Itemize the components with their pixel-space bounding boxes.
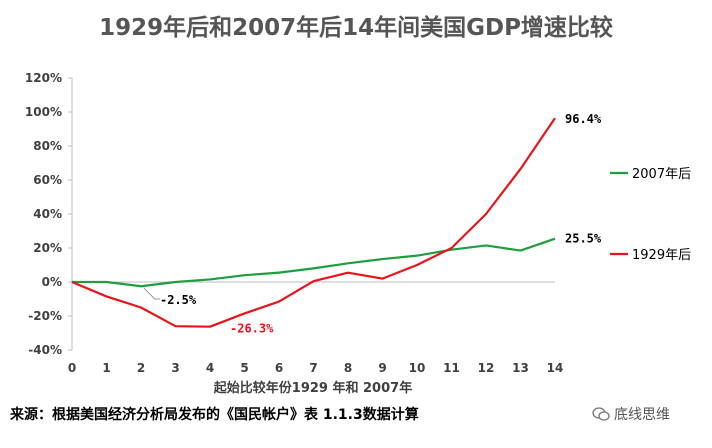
y-tick-label: 40% bbox=[33, 207, 62, 221]
x-tick-label: 2 bbox=[137, 361, 145, 375]
y-tick-label: -20% bbox=[28, 309, 62, 323]
source-note: 来源：根据美国经济分析局发布的《国民帐户》表 1.1.3数据计算 bbox=[10, 407, 419, 423]
x-tick-label: 8 bbox=[344, 361, 352, 375]
annotation-label: -2.5% bbox=[160, 293, 197, 307]
legend-label: 1929年后 bbox=[632, 248, 691, 263]
x-tick-label: 13 bbox=[512, 361, 529, 375]
x-tick-label: 12 bbox=[478, 361, 495, 375]
series-line-1 bbox=[72, 237, 556, 288]
legend-label: 2007年后 bbox=[632, 167, 691, 182]
y-tick-label: 20% bbox=[33, 241, 62, 255]
x-tick-label: 1 bbox=[102, 361, 110, 375]
annotation-label: -26.3% bbox=[230, 322, 274, 336]
y-tick-label: 60% bbox=[33, 173, 62, 187]
x-tick-label: 7 bbox=[309, 361, 317, 375]
series-line-2 bbox=[71, 117, 556, 328]
x-tick-label: 4 bbox=[206, 361, 214, 375]
watermark: 底线思维 bbox=[592, 404, 670, 424]
y-tick-label: -40% bbox=[28, 343, 62, 357]
y-tick-label: 120% bbox=[25, 71, 62, 85]
y-tick-label: 100% bbox=[25, 105, 62, 119]
x-tick-label: 9 bbox=[378, 361, 386, 375]
x-tick-label: 3 bbox=[171, 361, 179, 375]
y-tick-label: 0% bbox=[42, 275, 62, 289]
x-tick-label: 14 bbox=[547, 361, 564, 375]
annotation-label: 96.4% bbox=[565, 112, 602, 126]
chart-title: 1929年后和2007年后14年间美国GDP增速比较 bbox=[99, 15, 613, 41]
chat-bubble-icon bbox=[592, 407, 610, 421]
x-tick-label: 10 bbox=[409, 361, 426, 375]
x-tick-label: 11 bbox=[443, 361, 460, 375]
x-axis-title: 起始比较年份1929 年和 2007年 bbox=[213, 380, 412, 396]
x-tick-label: 0 bbox=[68, 361, 76, 375]
watermark-text: 底线思维 bbox=[614, 407, 670, 423]
annotation-label: 25.5% bbox=[565, 232, 602, 246]
y-tick-label: 80% bbox=[33, 139, 62, 153]
annotation-leader bbox=[143, 287, 160, 300]
x-tick-label: 6 bbox=[275, 361, 283, 375]
x-tick-label: 5 bbox=[240, 361, 248, 375]
